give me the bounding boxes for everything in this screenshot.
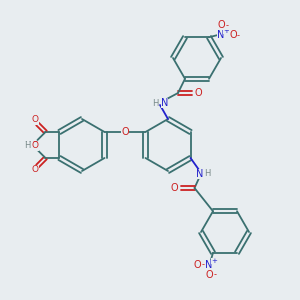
Text: H: H bbox=[204, 169, 211, 178]
Text: N: N bbox=[217, 30, 225, 40]
Text: -: - bbox=[202, 260, 205, 269]
Text: O: O bbox=[32, 166, 39, 175]
Text: N: N bbox=[205, 260, 213, 270]
Text: N: N bbox=[196, 169, 203, 179]
Text: -: - bbox=[214, 270, 217, 279]
Text: O: O bbox=[194, 88, 202, 98]
Text: N: N bbox=[161, 98, 168, 108]
Text: O: O bbox=[171, 183, 178, 193]
Text: +: + bbox=[223, 28, 229, 34]
Text: O: O bbox=[121, 127, 129, 137]
Text: O: O bbox=[32, 140, 39, 149]
Text: O: O bbox=[205, 270, 213, 280]
Text: O: O bbox=[217, 20, 225, 30]
Text: O: O bbox=[229, 30, 237, 40]
Text: H: H bbox=[152, 98, 158, 107]
Text: -: - bbox=[236, 31, 239, 40]
Text: H: H bbox=[24, 140, 31, 149]
Text: -: - bbox=[226, 21, 229, 30]
Text: O: O bbox=[193, 260, 201, 270]
Text: O: O bbox=[32, 142, 39, 151]
Text: O: O bbox=[32, 116, 39, 124]
Text: +: + bbox=[211, 258, 217, 264]
Text: H: H bbox=[24, 142, 31, 151]
